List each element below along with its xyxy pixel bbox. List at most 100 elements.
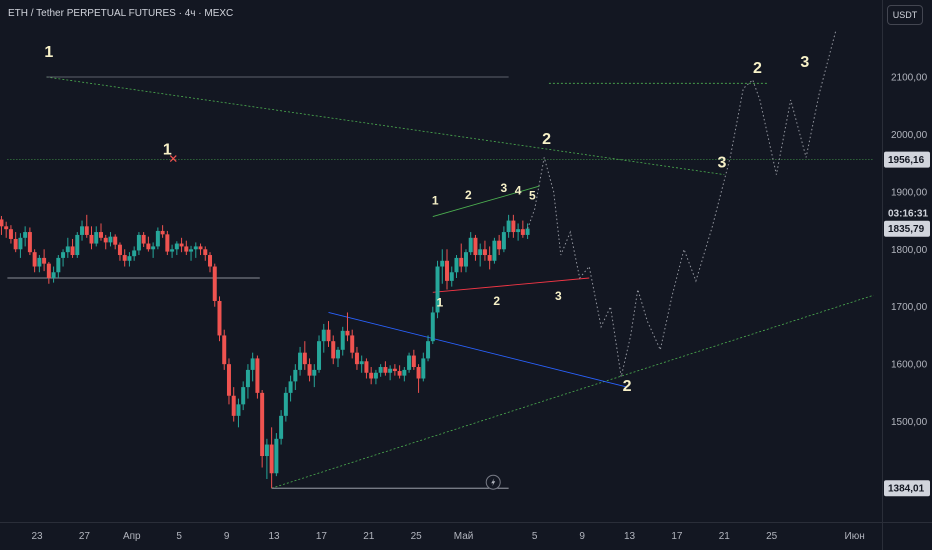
candle-body[interactable] bbox=[179, 243, 184, 247]
candle-body[interactable] bbox=[226, 364, 231, 396]
candle-body[interactable] bbox=[203, 249, 208, 256]
candle-body[interactable] bbox=[506, 220, 511, 233]
candle-body[interactable] bbox=[478, 249, 483, 256]
candle-body[interactable] bbox=[80, 226, 85, 235]
candle-body[interactable] bbox=[32, 252, 37, 267]
candle-body[interactable] bbox=[388, 368, 393, 373]
candle-body[interactable] bbox=[122, 255, 127, 261]
candle-body[interactable] bbox=[250, 358, 255, 370]
candle-body[interactable] bbox=[0, 219, 4, 227]
candle-body[interactable] bbox=[411, 355, 416, 368]
candle-body[interactable] bbox=[293, 369, 298, 382]
candle-body[interactable] bbox=[345, 330, 350, 336]
candle-body[interactable] bbox=[302, 352, 307, 365]
candle-body[interactable] bbox=[136, 234, 141, 251]
price-tag[interactable] bbox=[884, 480, 930, 497]
candle-body[interactable] bbox=[340, 330, 345, 350]
candle-body[interactable] bbox=[65, 246, 70, 253]
candle-body[interactable] bbox=[132, 250, 137, 257]
candle-body[interactable] bbox=[359, 361, 364, 365]
candle-body[interactable] bbox=[468, 237, 473, 253]
candle-body[interactable] bbox=[373, 372, 378, 379]
candle-body[interactable] bbox=[369, 372, 374, 379]
candle-body[interactable] bbox=[298, 352, 303, 370]
candle-body[interactable] bbox=[383, 367, 388, 373]
candle-body[interactable] bbox=[307, 364, 312, 376]
candle-body[interactable] bbox=[236, 404, 241, 416]
candle-body[interactable] bbox=[331, 341, 336, 359]
currency-selector[interactable]: USDT bbox=[887, 5, 923, 25]
candle-body[interactable] bbox=[108, 236, 113, 243]
candle-body[interactable] bbox=[317, 341, 322, 370]
candle-body[interactable] bbox=[155, 230, 160, 247]
candle-body[interactable] bbox=[113, 236, 118, 245]
candle-body[interactable] bbox=[364, 361, 369, 373]
trendline[interactable] bbox=[432, 277, 590, 293]
candle-body[interactable] bbox=[245, 369, 250, 388]
candle-body[interactable] bbox=[378, 367, 383, 373]
candle-body[interactable] bbox=[501, 232, 506, 250]
candle-body[interactable] bbox=[487, 255, 492, 261]
candle-body[interactable] bbox=[326, 329, 331, 342]
candle-body[interactable] bbox=[184, 246, 189, 252]
candle-body[interactable] bbox=[198, 246, 203, 250]
candle-body[interactable] bbox=[255, 358, 260, 393]
candle-body[interactable] bbox=[208, 255, 213, 267]
candle-body[interactable] bbox=[482, 249, 487, 256]
candle-body[interactable] bbox=[426, 341, 431, 359]
candle-body[interactable] bbox=[141, 234, 146, 244]
wave-projection-path[interactable] bbox=[527, 30, 837, 377]
candle-body[interactable] bbox=[37, 257, 42, 267]
candle-body[interactable] bbox=[525, 228, 530, 235]
candle-body[interactable] bbox=[146, 243, 151, 250]
candle-body[interactable] bbox=[241, 387, 246, 405]
candle-body[interactable] bbox=[231, 395, 236, 416]
candle-body[interactable] bbox=[492, 240, 497, 261]
candle-body[interactable] bbox=[274, 438, 279, 474]
candle-body[interactable] bbox=[56, 257, 61, 273]
candle-body[interactable] bbox=[435, 266, 440, 313]
trendline[interactable] bbox=[271, 294, 874, 489]
candle-body[interactable] bbox=[193, 246, 198, 250]
candle-body[interactable] bbox=[13, 238, 18, 250]
trendline[interactable] bbox=[328, 312, 628, 388]
candle-body[interactable] bbox=[264, 444, 269, 457]
candle-body[interactable] bbox=[269, 444, 274, 474]
candle-body[interactable] bbox=[51, 272, 56, 279]
candle-body[interactable] bbox=[127, 256, 132, 261]
candle-body[interactable] bbox=[89, 234, 94, 244]
candle-body[interactable] bbox=[18, 237, 23, 250]
candle-body[interactable] bbox=[445, 260, 450, 281]
candle-body[interactable] bbox=[23, 232, 28, 238]
candle-body[interactable] bbox=[75, 234, 80, 256]
candle-body[interactable] bbox=[335, 349, 340, 359]
candle-body[interactable] bbox=[174, 243, 179, 250]
candle-body[interactable] bbox=[511, 220, 516, 233]
price-tag[interactable] bbox=[884, 220, 930, 237]
candle-body[interactable] bbox=[520, 229, 525, 235]
candle-body[interactable] bbox=[46, 263, 51, 279]
price-tag[interactable] bbox=[884, 205, 930, 222]
candle-body[interactable] bbox=[497, 240, 502, 250]
candle-body[interactable] bbox=[288, 381, 293, 393]
candle-body[interactable] bbox=[449, 272, 454, 281]
candle-body[interactable] bbox=[397, 371, 402, 376]
candle-body[interactable] bbox=[279, 415, 284, 439]
candle-body[interactable] bbox=[117, 244, 122, 256]
candle-body[interactable] bbox=[70, 246, 75, 256]
candle-body[interactable] bbox=[98, 232, 103, 238]
candle-body[interactable] bbox=[27, 232, 32, 253]
candle-body[interactable] bbox=[402, 369, 407, 376]
candle-body[interactable] bbox=[354, 352, 359, 365]
candle-body[interactable] bbox=[392, 368, 397, 372]
candle-body[interactable] bbox=[8, 229, 13, 239]
candle-body[interactable] bbox=[170, 249, 175, 252]
candle-body[interactable] bbox=[212, 266, 217, 301]
candle-body[interactable] bbox=[416, 367, 421, 379]
trendline[interactable] bbox=[432, 185, 540, 217]
candle-body[interactable] bbox=[260, 392, 265, 457]
candle-body[interactable] bbox=[463, 252, 468, 267]
candle-body[interactable] bbox=[94, 232, 99, 244]
